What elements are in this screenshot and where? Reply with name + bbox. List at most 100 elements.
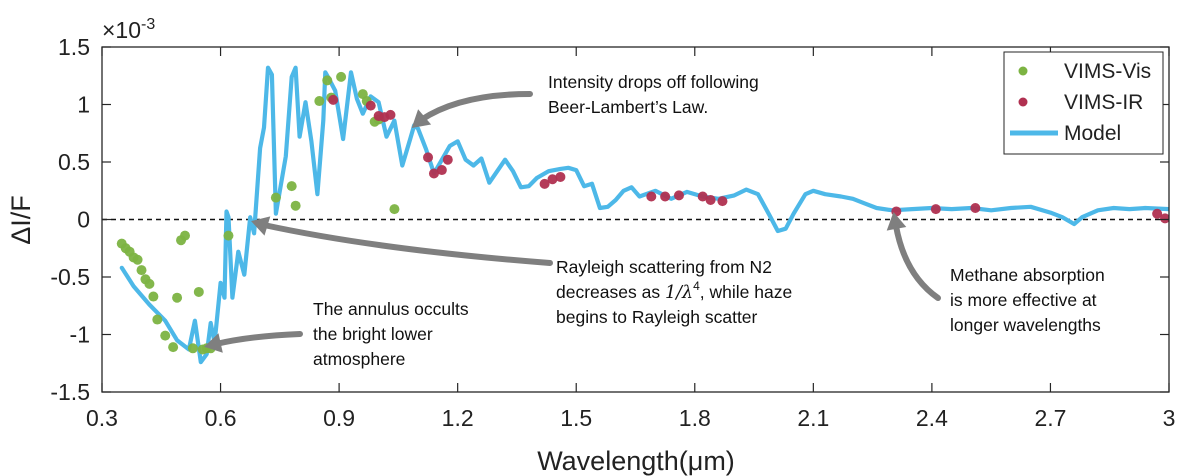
legend: VIMS-Vis VIMS-IR Model [1003, 51, 1164, 155]
y-tick-label: -0.5 [50, 264, 90, 290]
data-point-vims-vis [152, 314, 163, 325]
data-point-vims-ir [547, 174, 558, 185]
y-tick-label: -1.5 [50, 379, 90, 405]
annotation-segment: Methane absorption [950, 265, 1105, 285]
legend-label-vims-ir: VIMS-IR [1064, 91, 1143, 114]
annotation-segment: decreases as [556, 282, 665, 302]
annotation-line: longer wavelengths [950, 315, 1101, 335]
annotation-segment: 4 [693, 279, 700, 293]
beer-lambert-arrow [411, 91, 533, 128]
annotation-line: begins to Rayleigh scatter [556, 307, 758, 327]
annotation-beer-lambert: Intensity drops off following Beer-Lamber… [548, 72, 759, 117]
annotation-line: Beer-Lambert’s Law. [548, 97, 708, 117]
annotation-methane: Methane absorption is more effective at lo… [950, 265, 1105, 335]
annotation-segment: , while haze [700, 282, 792, 302]
annotation-line: Intensity drops off following [548, 72, 759, 92]
x-tick-label: 2.1 [797, 405, 829, 431]
y-tick-label: 1 [77, 92, 90, 118]
data-point-vims-vis [389, 204, 400, 215]
x-tick-label: 3 [1163, 405, 1176, 431]
data-point-vims-vis [168, 342, 179, 353]
data-point-vims-ir [660, 191, 671, 202]
data-point-vims-ir [428, 168, 439, 179]
legend-marker-vims-ir [1018, 97, 1028, 107]
series-line-model [119, 65, 1169, 365]
rayleigh-arrow [251, 216, 553, 266]
annotation-segment: Beer-Lambert’s Law. [548, 97, 708, 117]
legend-item-model: Model [1010, 122, 1121, 145]
data-point-vims-vis [322, 75, 333, 86]
data-point-vims-ir [646, 191, 657, 202]
rayleigh-arrow-head [251, 216, 271, 236]
y-tick-label: 0.5 [58, 149, 90, 175]
data-point-vims-ir [697, 191, 708, 202]
legend-marker-vims-vis [1018, 66, 1028, 76]
annotation-segment: the bright lower [313, 324, 433, 344]
legend-box [1003, 51, 1164, 155]
data-point-vims-vis [270, 192, 281, 203]
data-point-vims-vis [223, 230, 234, 241]
data-point-vims-ir [555, 171, 566, 182]
data-point-vims-ir [365, 100, 376, 111]
data-point-vims-vis [136, 265, 147, 276]
y-tick-label: 0 [77, 207, 90, 233]
x-tick-label: 0.9 [323, 405, 355, 431]
data-point-vims-ir [970, 203, 981, 213]
data-point-vims-ir [385, 109, 396, 120]
methane-arrow-head [886, 212, 907, 231]
legend-item-vims-ir: VIMS-IR [1018, 91, 1143, 114]
annotation-segment: longer wavelengths [950, 315, 1101, 335]
annotation-annulus: The annulus occults the bright lower atmos… [313, 299, 469, 369]
data-point-vims-ir [1160, 213, 1169, 224]
data-point-vims-ir [930, 204, 941, 215]
data-point-vims-vis [290, 200, 301, 211]
annotation-line: the bright lower [313, 324, 433, 344]
legend-label-vims-vis: VIMS-Vis [1064, 60, 1151, 83]
beer-lambert-arrow-head [411, 109, 432, 128]
x-axis-title: Wavelength(μm) [537, 446, 735, 476]
y-axis-exponent: ×10-3 [102, 16, 155, 43]
x-tick-label: 1.5 [560, 405, 592, 431]
annotation-line: atmosphere [313, 349, 405, 369]
legend-label-model: Model [1064, 122, 1121, 145]
data-point-vims-vis [132, 254, 143, 265]
annulus-arrow [204, 331, 303, 353]
x-tick-label: 1.8 [679, 405, 711, 431]
annotation-line: is more effective at [950, 290, 1097, 310]
x-tick-label: 2.4 [916, 405, 948, 431]
data-point-vims-ir [1152, 208, 1163, 219]
data-point-vims-vis [160, 330, 171, 341]
y-axis-title: ΔI/F [6, 195, 36, 245]
y-tick-label: 1.5 [58, 34, 90, 60]
annotation-segment: Rayleigh scattering from N2 [556, 257, 772, 277]
data-point-vims-vis [286, 181, 297, 192]
x-tick-label: 0.3 [86, 405, 118, 431]
data-point-vims-ir [539, 178, 550, 189]
data-point-vims-vis [187, 343, 198, 354]
data-point-vims-ir [673, 190, 684, 201]
legend-item-vims-vis: VIMS-Vis [1018, 60, 1151, 83]
data-point-vims-vis [336, 71, 347, 82]
annotation-segment: 1/λ [665, 283, 693, 303]
data-point-vims-vis [148, 291, 159, 302]
annotation-line: Rayleigh scattering from N2 [556, 257, 772, 277]
annotation-segment: The annulus occults [313, 299, 469, 319]
data-point-vims-ir [705, 194, 716, 205]
y-axis-exponent-power: -3 [141, 16, 155, 33]
annulus-arrow-head [204, 333, 223, 353]
data-point-vims-vis [314, 96, 325, 107]
annotation-line: The annulus occults [313, 299, 469, 319]
data-point-vims-vis [172, 292, 183, 303]
x-tick-label: 2.7 [1034, 405, 1066, 431]
x-tick-label: 1.2 [442, 405, 474, 431]
annotation-segment: Intensity drops off following [548, 72, 759, 92]
annotation-segment: is more effective at [950, 290, 1097, 310]
x-tick-label: 0.6 [205, 405, 237, 431]
y-axis-exponent-base: ×10 [102, 17, 141, 43]
data-point-vims-ir [328, 94, 339, 105]
data-point-vims-ir [717, 196, 728, 207]
data-point-vims-ir [436, 165, 447, 176]
y-tick-label: -1 [70, 322, 90, 348]
